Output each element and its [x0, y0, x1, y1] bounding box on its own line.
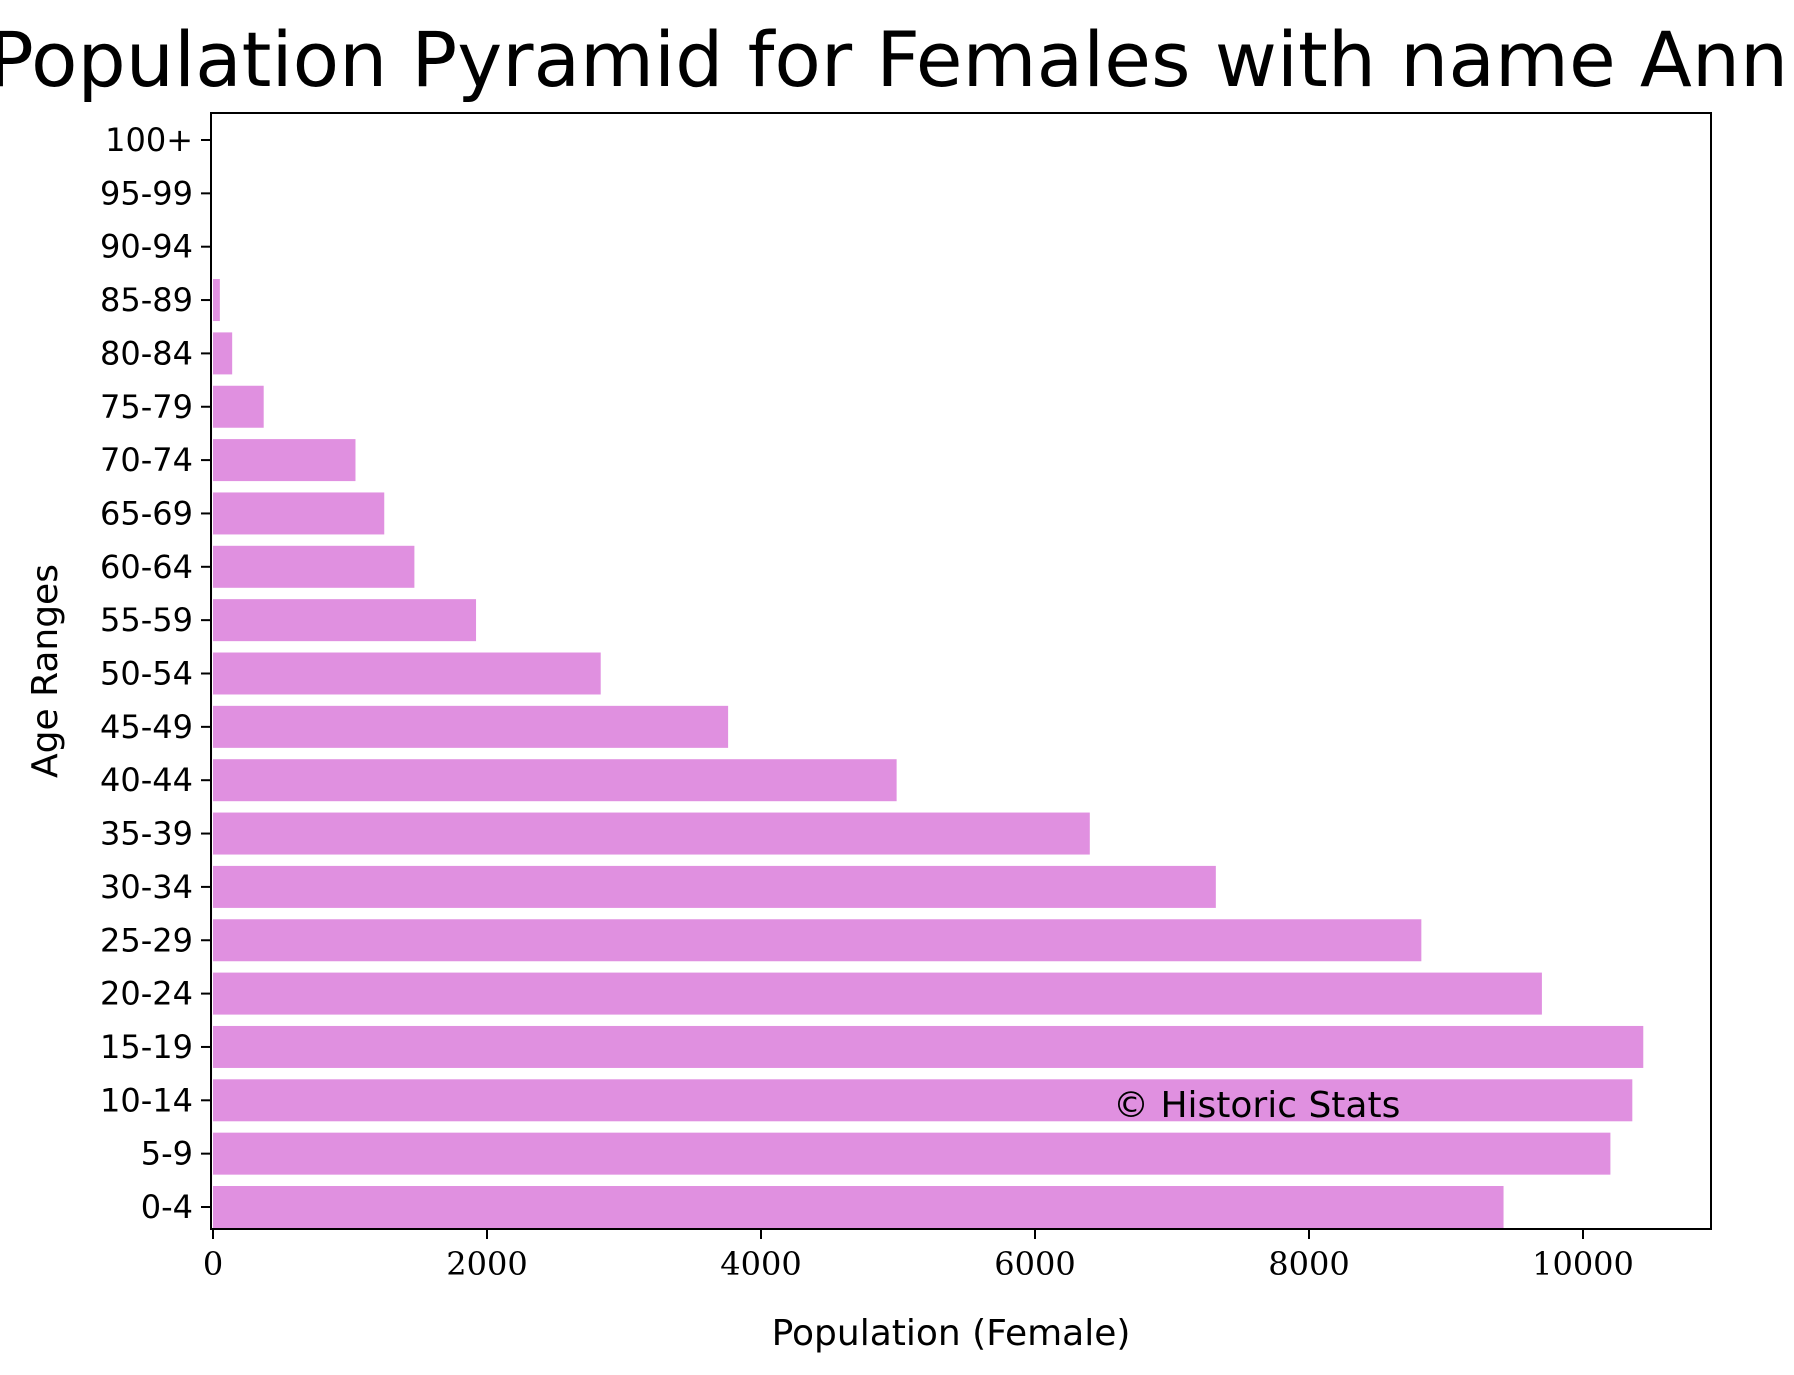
y-tick-label: 100+: [105, 121, 193, 159]
y-tick-label: 90-94: [100, 228, 193, 266]
bar-25-29: [213, 919, 1422, 962]
bar-80-84: [213, 332, 233, 375]
bar-0-4: [213, 1186, 1504, 1228]
x-axis-label: Population (Female): [772, 1313, 1131, 1354]
x-tick-label: 10000: [1532, 1245, 1634, 1283]
y-tick-label: 95-99: [100, 174, 193, 212]
x-tick-label: 6000: [994, 1245, 1075, 1283]
bar-70-74: [213, 439, 356, 482]
y-tick-label: 5-9: [141, 1135, 193, 1173]
y-tick-label: 30-34: [100, 868, 193, 906]
y-tick-label: 15-19: [100, 1028, 193, 1066]
x-tick-label: 0: [203, 1245, 223, 1283]
bar-15-19: [213, 1025, 1644, 1068]
bars-group: [213, 279, 1644, 1228]
bar-35-39: [213, 812, 1090, 855]
y-tick-label: 80-84: [100, 334, 193, 372]
x-tick-label: 8000: [1268, 1245, 1349, 1283]
y-tick-label: 70-74: [100, 441, 193, 479]
y-tick-label: 10-14: [100, 1081, 193, 1119]
y-axis-label: Age Ranges: [25, 564, 66, 778]
bar-75-79: [213, 385, 264, 428]
y-tick-label: 75-79: [100, 388, 193, 426]
y-tick-label: 45-49: [100, 708, 193, 746]
y-ticks-group: 0-4 5-9 10-14 15-19 20-24 25-29 30-34 35-39 40-4…: [100, 121, 211, 1226]
bar-50-54: [213, 652, 601, 695]
bar-60-64: [213, 545, 415, 588]
bar-85-89: [213, 279, 220, 322]
chart-title: Population Pyramid for Females with name…: [0, 15, 1794, 104]
bar-40-44: [213, 759, 897, 802]
y-tick-label: 20-24: [100, 975, 193, 1013]
y-tick-label: 55-59: [100, 601, 193, 639]
bar-5-9: [213, 1132, 1611, 1175]
bar-30-34: [213, 865, 1216, 908]
bar-55-59: [213, 599, 477, 642]
y-tick-label: 65-69: [100, 494, 193, 532]
bar-20-24: [213, 972, 1542, 1015]
watermark-annotation: © Historic Stats: [1113, 1085, 1400, 1126]
bar-65-69: [213, 492, 385, 535]
x-tick-label: 2000: [446, 1245, 527, 1283]
y-tick-label: 50-54: [100, 655, 193, 693]
x-tick-label: 4000: [720, 1245, 801, 1283]
y-tick-label: 85-89: [100, 281, 193, 319]
plot-frame: [210, 112, 1712, 1230]
y-tick-label: 25-29: [100, 921, 193, 959]
x-ticks-group: 0 2000 4000 6000 8000 10000: [203, 1229, 1634, 1283]
y-tick-label: 35-39: [100, 815, 193, 853]
y-tick-label: 40-44: [100, 761, 193, 799]
bar-10-14: [213, 1079, 1633, 1122]
bar-45-49: [213, 705, 729, 748]
y-tick-label: 0-4: [141, 1188, 193, 1226]
y-tick-label: 60-64: [100, 548, 193, 586]
